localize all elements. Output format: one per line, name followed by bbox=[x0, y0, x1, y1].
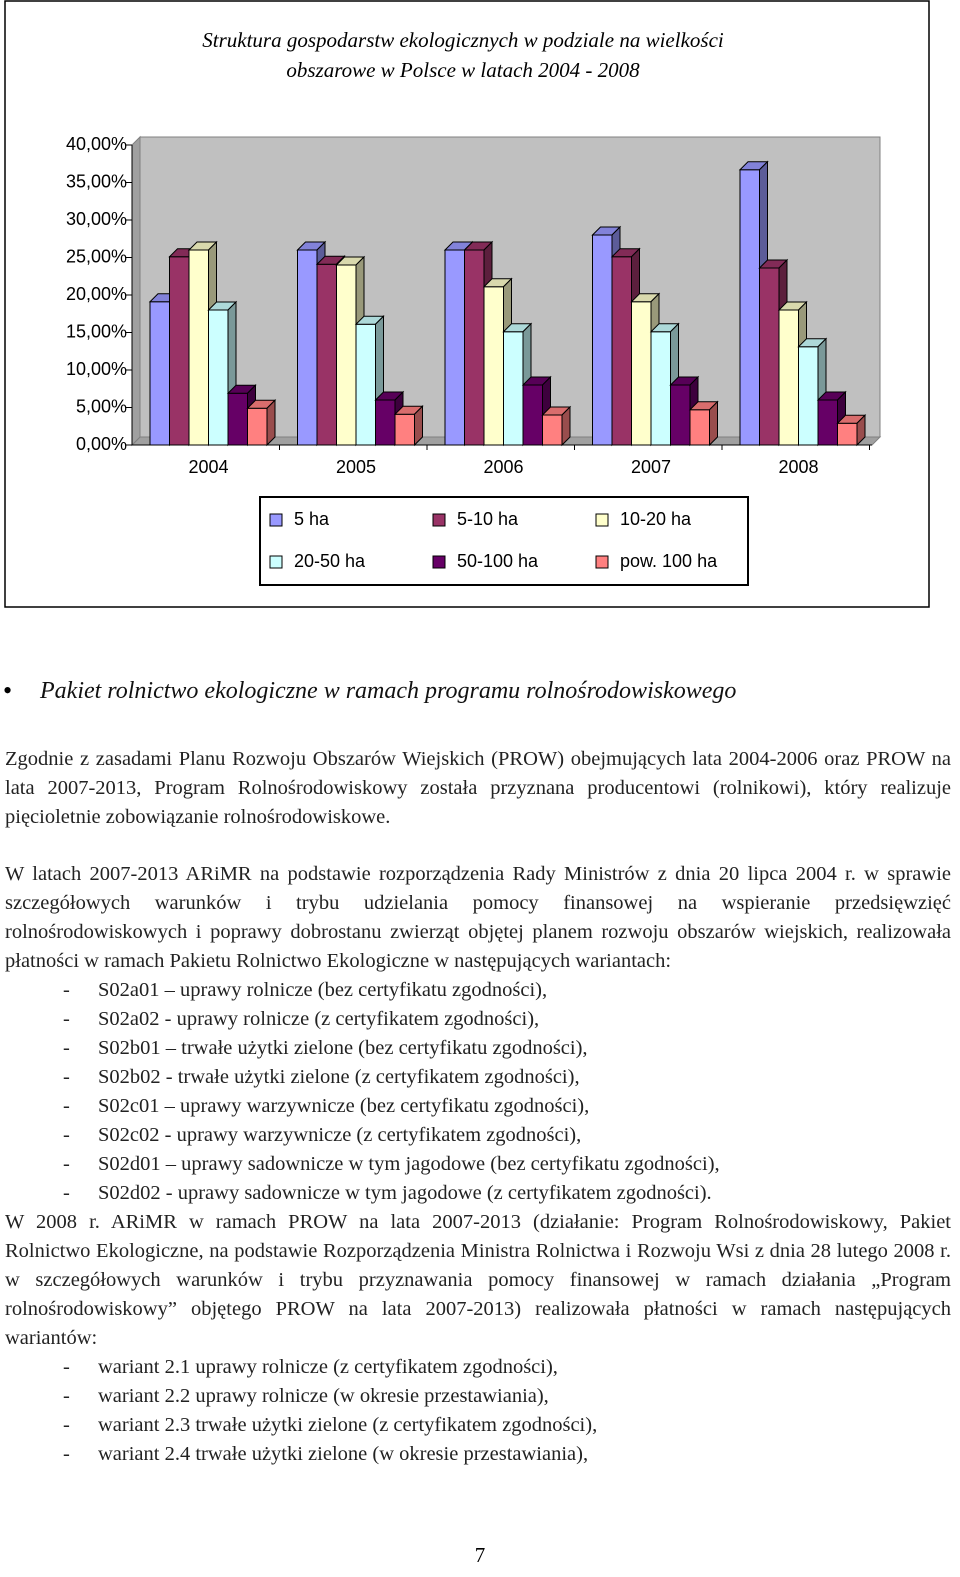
legend-swatch bbox=[269, 513, 283, 527]
bar-side bbox=[856, 414, 866, 447]
legend-label: 20-50 ha bbox=[294, 551, 366, 571]
x-tick-label: 2005 bbox=[336, 457, 376, 477]
bar-front bbox=[837, 422, 858, 446]
paragraph: W latach 2007-2013 ARiMR na podstawie ro… bbox=[5, 863, 951, 972]
legend-swatch bbox=[269, 555, 283, 569]
bar-front bbox=[375, 399, 396, 446]
bar-front bbox=[188, 249, 209, 446]
bar-side bbox=[266, 399, 276, 447]
bar-front bbox=[778, 309, 799, 446]
list-item: S02c01 – uprawy warzywnicze (bez certyfi… bbox=[5, 1092, 951, 1121]
bar bbox=[541, 405, 572, 447]
bar-front bbox=[444, 249, 465, 446]
x-tick-label: 2004 bbox=[188, 457, 228, 477]
side-wall bbox=[131, 135, 141, 447]
x-tick-label: 2006 bbox=[483, 457, 523, 477]
bar-front bbox=[394, 413, 415, 446]
bar-front bbox=[169, 256, 190, 446]
bar-side bbox=[414, 405, 423, 447]
bar-front bbox=[798, 346, 819, 446]
legend-label: pow. 100 ha bbox=[620, 551, 718, 571]
legend-swatch bbox=[432, 513, 446, 527]
bar-front bbox=[483, 286, 504, 446]
legend-swatch bbox=[595, 513, 609, 527]
bar-side bbox=[709, 400, 718, 447]
list: S02a01 – uprawy rolnicze (bez certyfikat… bbox=[5, 976, 951, 1208]
chart-title: Struktura gospodarstw ekologicznych w po… bbox=[202, 28, 724, 82]
bar-front bbox=[592, 234, 613, 446]
page-number: 7 bbox=[474, 1543, 486, 1567]
bar-front bbox=[631, 301, 652, 446]
bar bbox=[688, 400, 719, 447]
x-tick-label: 2008 bbox=[778, 457, 818, 477]
y-tick-label: 35,00% bbox=[66, 171, 127, 191]
chart: Struktura gospodarstw ekologicznych w po… bbox=[4, 0, 930, 608]
bar bbox=[836, 414, 867, 447]
list-item: S02d01 – uprawy sadownicze w tym jagodow… bbox=[5, 1150, 951, 1179]
x-tick-label: 2007 bbox=[631, 457, 671, 477]
bar-front bbox=[208, 309, 229, 446]
bar bbox=[393, 405, 424, 447]
legend-swatch bbox=[432, 555, 446, 569]
bar-front bbox=[817, 399, 838, 446]
y-tick-label: 0,00% bbox=[76, 434, 127, 454]
bar-front bbox=[739, 169, 760, 446]
y-tick-label: 5,00% bbox=[76, 396, 127, 416]
bar-front bbox=[689, 409, 710, 446]
bar-front bbox=[355, 323, 376, 446]
list-item: S02c02 - uprawy warzywnicze (z certyfika… bbox=[5, 1121, 951, 1150]
y-tick-label: 10,00% bbox=[66, 359, 127, 379]
bar-front bbox=[464, 249, 485, 446]
heading: Pakiet rolnictwo ekologiczne w ramach pr… bbox=[40, 678, 737, 704]
bar-front bbox=[759, 267, 780, 446]
bar-front bbox=[297, 249, 318, 446]
legend-label: 10-20 ha bbox=[620, 509, 692, 529]
bar-front bbox=[611, 256, 632, 446]
list-item: S02a02 - uprawy rolnicze (z certyfikatem… bbox=[5, 1005, 951, 1034]
y-tick-label: 20,00% bbox=[66, 284, 127, 304]
y-tick-label: 40,00% bbox=[66, 134, 127, 154]
list-item: S02a01 – uprawy rolnicze (bez certyfikat… bbox=[5, 976, 951, 1005]
legend-swatch bbox=[595, 555, 609, 569]
bullet: • bbox=[3, 676, 13, 705]
bar-front bbox=[542, 414, 563, 446]
paragraph: W 2008 r. ARiMR w ramach PROW na lata 20… bbox=[5, 1211, 951, 1349]
y-tick-label: 30,00% bbox=[66, 209, 127, 229]
list-item: S02d02 - uprawy sadownicze w tym jagodow… bbox=[5, 1179, 951, 1208]
bar-front bbox=[650, 331, 671, 446]
legend-box bbox=[259, 496, 749, 586]
list-item: wariant 2.1 uprawy rolnicze (z certyfika… bbox=[5, 1353, 951, 1382]
bar-front bbox=[247, 407, 268, 446]
y-tick-label: 25,00% bbox=[66, 246, 127, 266]
list-item: S02b01 – trwałe użytki zielone (bez cert… bbox=[5, 1034, 951, 1063]
legend-label: 5-10 ha bbox=[457, 509, 519, 529]
paragraph: Zgodnie z zasadami Planu Rozwoju Obszaró… bbox=[5, 748, 951, 828]
list-item: wariant 2.4 trwałe użytki zielone (w okr… bbox=[5, 1440, 951, 1469]
bar-front bbox=[670, 384, 691, 446]
bar-front bbox=[227, 392, 248, 446]
bar-front bbox=[522, 384, 543, 446]
y-tick-label: 15,00% bbox=[66, 321, 127, 341]
bar-front bbox=[503, 331, 524, 446]
legend-label: 50-100 ha bbox=[457, 551, 539, 571]
bar bbox=[246, 399, 277, 447]
legend-label: 5 ha bbox=[294, 509, 330, 529]
list: wariant 2.1 uprawy rolnicze (z certyfika… bbox=[5, 1353, 951, 1469]
list-item: wariant 2.3 trwałe użytki zielone (z cer… bbox=[5, 1411, 951, 1440]
bar-front bbox=[316, 263, 337, 446]
list-item: S02b02 - trwałe użytki zielone (z certyf… bbox=[5, 1063, 951, 1092]
list-item: wariant 2.2 uprawy rolnicze (w okresie p… bbox=[5, 1382, 951, 1411]
section: W latach 2007-2013 ARiMR na podstawie ro… bbox=[5, 860, 951, 1469]
bar-front bbox=[336, 264, 357, 446]
bar bbox=[354, 315, 385, 447]
bar-front bbox=[149, 301, 170, 446]
bar-side bbox=[561, 405, 571, 447]
